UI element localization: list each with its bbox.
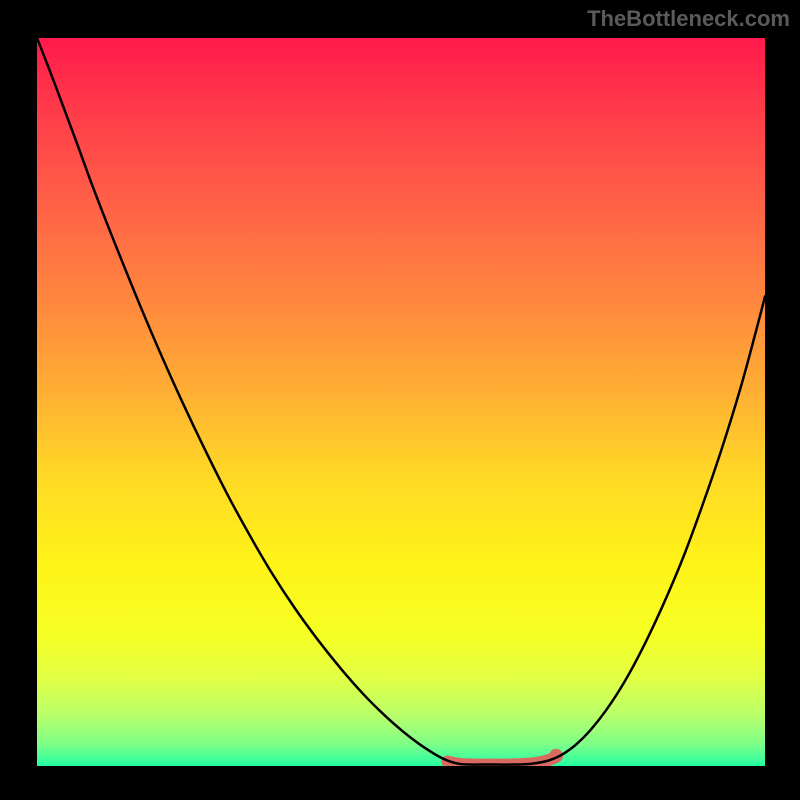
plot-area <box>37 38 765 766</box>
chart-container: TheBottleneck.com <box>0 0 800 800</box>
curve-overlay <box>37 38 765 766</box>
watermark-text: TheBottleneck.com <box>587 6 790 32</box>
bottleneck-curve <box>37 38 765 765</box>
